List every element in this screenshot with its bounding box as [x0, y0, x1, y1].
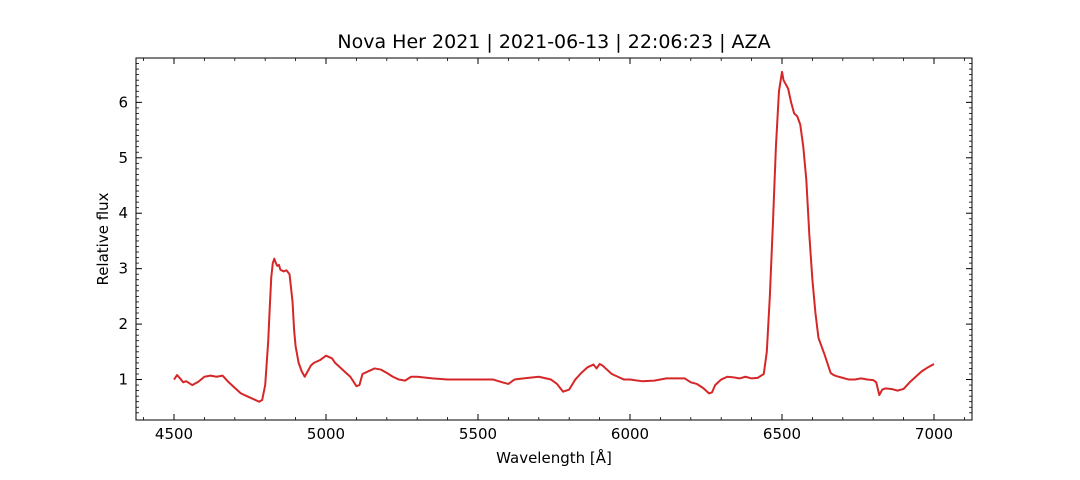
x-tick-label: 6000: [611, 425, 649, 443]
chart-title: Nova Her 2021 | 2021-06-13 | 22:06:23 | …: [337, 31, 770, 53]
x-axis-label: Wavelength [Å]: [496, 448, 612, 467]
x-tick-label: 5500: [459, 425, 497, 443]
x-tick-label: 4500: [155, 425, 193, 443]
spectrum-line: [173, 70, 935, 403]
y-tick-label: 2: [118, 315, 128, 333]
y-tick-label: 4: [118, 204, 128, 222]
plot-background: [136, 58, 972, 420]
major-ticks: [136, 58, 972, 420]
y-tick-labels: 1 2 3 4 5 6: [118, 93, 128, 388]
plot-frame: [135, 57, 973, 421]
x-tick-label: 5000: [307, 425, 345, 443]
x-tick-label: 6500: [763, 425, 801, 443]
series-group: [173, 70, 935, 403]
y-tick-label: 3: [118, 260, 128, 278]
y-tick-label: 5: [118, 149, 128, 167]
y-axis-label: Relative flux: [94, 192, 112, 285]
y-tick-label: 6: [118, 93, 128, 111]
x-tick-labels: 4500 5000 5500 6000 6500 7000: [155, 425, 953, 443]
y-tick-label: 1: [118, 371, 128, 389]
x-tick-label: 7000: [915, 425, 953, 443]
